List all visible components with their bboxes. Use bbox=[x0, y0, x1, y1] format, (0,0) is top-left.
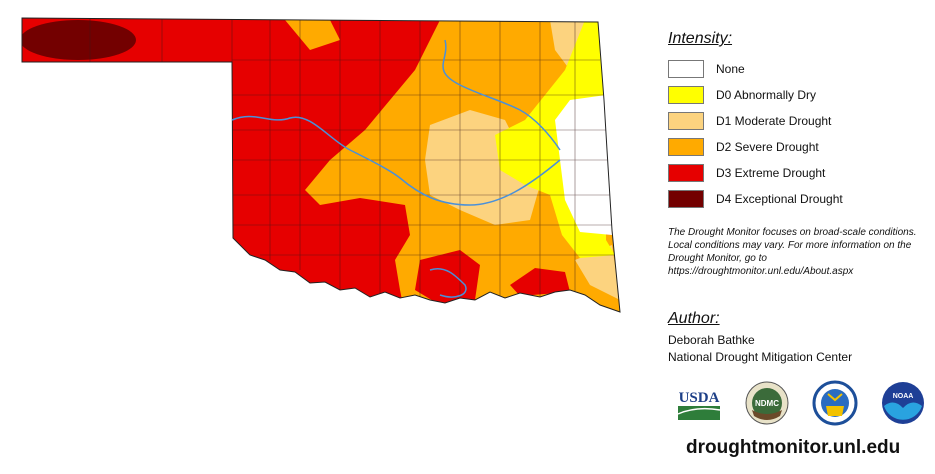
svg-text:NOAA: NOAA bbox=[893, 393, 914, 400]
legend-item-none: None bbox=[668, 56, 928, 82]
legend-item-d4: D4 Exceptional Drought bbox=[668, 186, 928, 212]
rivers bbox=[231, 39, 561, 298]
d3-pocket-south bbox=[415, 250, 480, 305]
author-name: Deborah Bathke bbox=[668, 333, 755, 347]
noaa-logo: NOAA bbox=[882, 382, 924, 424]
legend-item-d1: D1 Moderate Drought bbox=[668, 108, 928, 134]
legend: Intensity: None D0 Abnormally Dry D1 Mod… bbox=[668, 30, 928, 278]
legend-swatch bbox=[668, 190, 704, 208]
legend-label: D3 Extreme Drought bbox=[716, 166, 826, 180]
legend-label: None bbox=[716, 62, 745, 76]
legend-item-d0: D0 Abnormally Dry bbox=[668, 82, 928, 108]
svg-text:USDA: USDA bbox=[679, 390, 720, 406]
legend-swatch bbox=[668, 86, 704, 104]
usda-logo: USDA bbox=[677, 390, 721, 420]
legend-swatch bbox=[668, 138, 704, 156]
site-link[interactable]: droughtmonitor.unl.edu bbox=[686, 437, 901, 458]
legend-swatch bbox=[668, 60, 704, 78]
logos: USDA NDMC NOAA bbox=[676, 380, 926, 426]
county-lines bbox=[89, 18, 615, 300]
svg-text:NDMC: NDMC bbox=[755, 399, 779, 408]
d4-exceptional-zone bbox=[22, 20, 136, 60]
legend-item-d3: D3 Extreme Drought bbox=[668, 160, 928, 186]
legend-label: D0 Abnormally Dry bbox=[716, 88, 817, 102]
ndmc-logo: NDMC bbox=[745, 381, 789, 425]
legend-label: D4 Exceptional Drought bbox=[716, 192, 843, 206]
legend-title: Intensity: bbox=[668, 30, 733, 47]
legend-label: D2 Severe Drought bbox=[716, 140, 819, 154]
d2-severe-zone-north bbox=[285, 20, 340, 50]
author-org: National Drought Mitigation Center bbox=[668, 350, 853, 364]
legend-label: D1 Moderate Drought bbox=[716, 114, 832, 128]
legend-note: The Drought Monitor focuses on broad-sca… bbox=[668, 227, 917, 277]
author-block: Author: Deborah Bathke National Drought … bbox=[668, 310, 852, 366]
legend-swatch bbox=[668, 164, 704, 182]
state-outline bbox=[21, 17, 621, 313]
legend-item-d2: D2 Severe Drought bbox=[668, 134, 928, 160]
drought-map bbox=[21, 17, 621, 313]
commerce-seal-logo bbox=[812, 380, 858, 426]
d1-moderate-zone-se bbox=[575, 245, 620, 300]
author-title: Author: bbox=[668, 310, 720, 327]
legend-swatch bbox=[668, 112, 704, 130]
